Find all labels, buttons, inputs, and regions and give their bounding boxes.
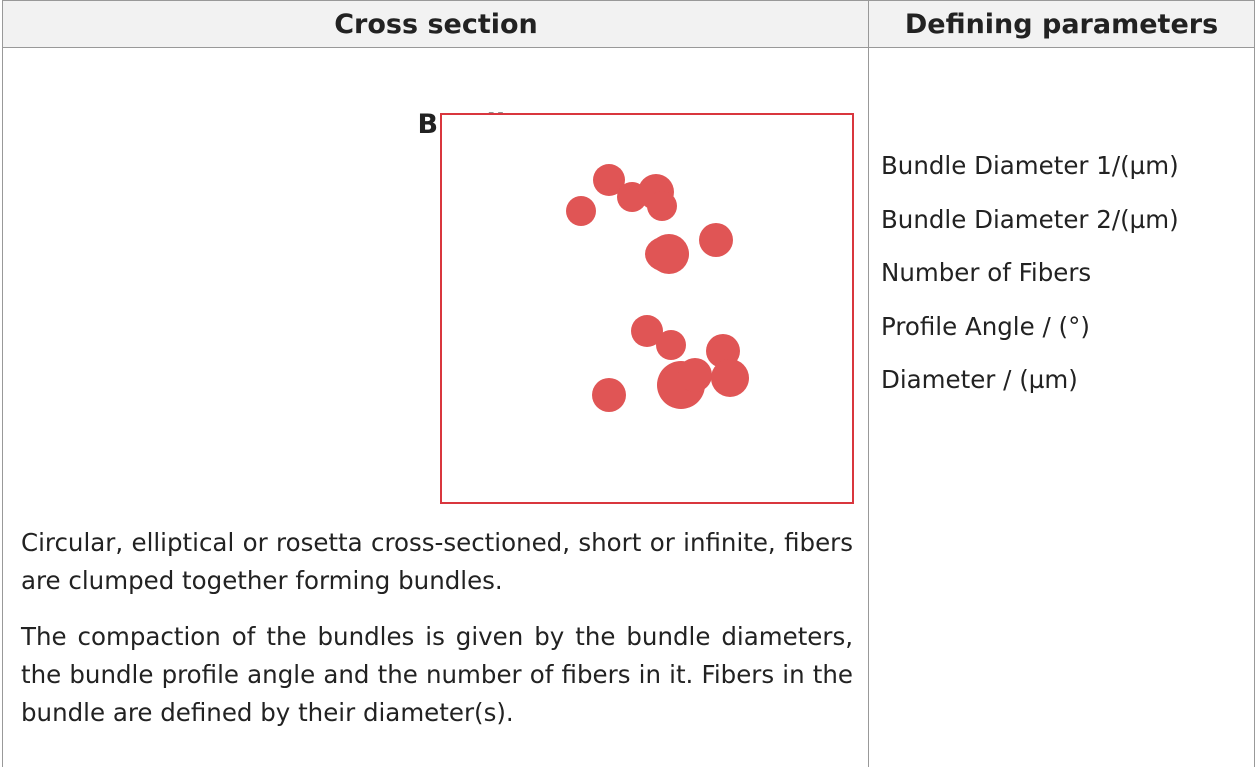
- parameter: Number of Fibers: [881, 258, 1092, 287]
- parameter: Profile Angle / (°): [881, 311, 1090, 341]
- header-cell: Cross section: [2, 0, 869, 48]
- parameter: Diameter / (µm): [881, 365, 1078, 394]
- parameter: Bundle Diameter 1/(µm): [881, 151, 1179, 180]
- description: The compaction of the bundles is given b…: [21, 622, 853, 727]
- parameters-cell: Bundle Diameter 1/(µm) Bundle Diameter 2/…: [868, 47, 1255, 767]
- cross-section-cell: Bundle Circular, elliptical or rosetta c…: [2, 47, 869, 767]
- column-header: Defining parameters: [904, 8, 1219, 40]
- bundle-image: [440, 113, 854, 504]
- header-cell: Defining parameters: [868, 0, 1255, 48]
- parameter: Bundle Diameter 2/(µm): [881, 204, 1179, 234]
- parameter-list: Bundle Diameter 1/(µm) Bundle Diameter 2/…: [881, 139, 1179, 407]
- column-header: Cross section: [334, 8, 538, 40]
- description: Circular, elliptical or rosetta cross-se…: [21, 528, 853, 595]
